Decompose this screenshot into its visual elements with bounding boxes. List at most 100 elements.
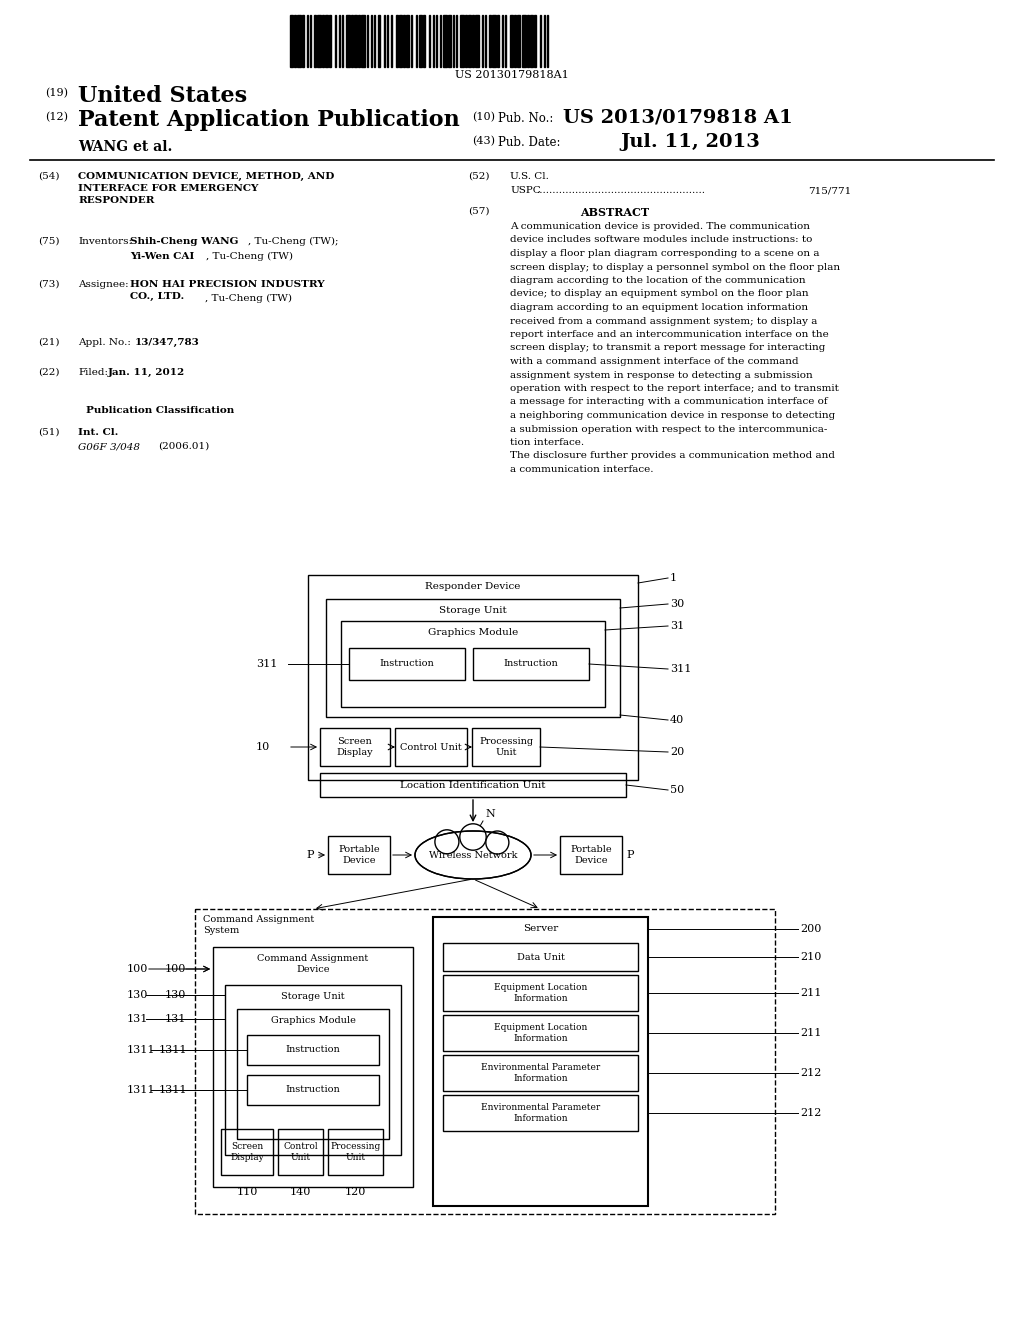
Text: Processing
Unit: Processing Unit <box>331 1142 381 1162</box>
Text: N: N <box>485 809 495 818</box>
Text: (43): (43) <box>472 136 495 147</box>
Bar <box>475 15 479 67</box>
Text: Int. Cl.: Int. Cl. <box>78 428 119 437</box>
Bar <box>328 836 390 874</box>
Text: a submission operation with respect to the intercommunica-: a submission operation with respect to t… <box>510 425 827 433</box>
Text: Storage Unit: Storage Unit <box>439 606 507 615</box>
Bar <box>361 15 365 67</box>
Bar <box>297 15 301 67</box>
Text: , Tu-Cheng (TW);: , Tu-Cheng (TW); <box>248 238 339 246</box>
Bar <box>468 15 471 67</box>
Bar <box>443 1096 638 1131</box>
Circle shape <box>435 830 459 854</box>
Text: Graphics Module: Graphics Module <box>270 1016 355 1026</box>
Text: ABSTRACT: ABSTRACT <box>581 207 649 218</box>
Text: Portable
Device: Portable Device <box>338 845 380 865</box>
Bar <box>302 15 304 67</box>
Bar <box>406 15 409 67</box>
Text: COMMUNICATION DEVICE, METHOD, AND
INTERFACE FOR EMERGENCY
RESPONDER: COMMUNICATION DEVICE, METHOD, AND INTERF… <box>78 172 335 206</box>
Bar <box>278 1129 323 1175</box>
Text: 140: 140 <box>290 1187 311 1197</box>
Text: Publication Classification: Publication Classification <box>86 407 234 414</box>
Text: Control
Unit: Control Unit <box>284 1142 317 1162</box>
Text: device includes software modules include instructions: to: device includes software modules include… <box>510 235 812 244</box>
Text: US 20130179818A1: US 20130179818A1 <box>455 70 569 81</box>
Text: US 2013/0179818 A1: US 2013/0179818 A1 <box>563 110 793 127</box>
Text: 1311: 1311 <box>127 1045 156 1055</box>
Text: G06F 3/048: G06F 3/048 <box>78 442 140 451</box>
Bar <box>510 15 513 67</box>
Text: 131: 131 <box>127 1014 148 1024</box>
Bar <box>472 729 540 766</box>
Circle shape <box>485 832 509 854</box>
Bar <box>319 729 390 766</box>
Bar <box>443 15 447 67</box>
Text: (12): (12) <box>45 112 68 123</box>
Text: 212: 212 <box>800 1107 821 1118</box>
Text: a communication interface.: a communication interface. <box>510 465 653 474</box>
Text: 212: 212 <box>800 1068 821 1078</box>
Text: Processing
Unit: Processing Unit <box>479 737 534 758</box>
Text: 100: 100 <box>165 964 186 974</box>
Text: Responder Device: Responder Device <box>425 582 520 591</box>
Bar <box>195 909 775 1214</box>
Text: (52): (52) <box>468 172 489 181</box>
Text: Portable
Device: Portable Device <box>570 845 611 865</box>
Bar <box>237 1008 389 1139</box>
Text: , Tu-Cheng (TW): , Tu-Cheng (TW) <box>205 294 292 304</box>
Text: Environmental Parameter
Information: Environmental Parameter Information <box>481 1104 600 1123</box>
Text: Patent Application Publication: Patent Application Publication <box>78 110 460 131</box>
Text: Equipment Location
Information: Equipment Location Information <box>494 983 587 1003</box>
Bar <box>346 15 350 67</box>
Text: 100: 100 <box>127 964 148 974</box>
Text: received from a command assignment system; to display a: received from a command assignment syste… <box>510 317 817 326</box>
Bar <box>329 15 331 67</box>
Text: a neighboring communication device in response to detecting: a neighboring communication device in re… <box>510 411 836 420</box>
Bar <box>433 917 648 1206</box>
Text: diagram according to the location of the communication: diagram according to the location of the… <box>510 276 806 285</box>
Bar <box>317 15 321 67</box>
Bar <box>395 729 467 766</box>
Text: 715/771: 715/771 <box>808 186 851 195</box>
Text: 311: 311 <box>256 659 278 669</box>
Bar <box>443 1055 638 1092</box>
Bar <box>396 15 398 67</box>
Text: Screen
Display: Screen Display <box>337 737 374 758</box>
Text: device; to display an equipment symbol on the floor plan: device; to display an equipment symbol o… <box>510 289 809 298</box>
Text: 1311: 1311 <box>159 1045 187 1055</box>
Bar <box>527 15 529 67</box>
Text: Wireless Network: Wireless Network <box>429 850 517 859</box>
Text: 40: 40 <box>670 715 684 725</box>
Text: Appl. No.:: Appl. No.: <box>78 338 131 347</box>
Bar <box>378 15 380 67</box>
Text: 200: 200 <box>800 924 821 935</box>
Text: 13/347,783: 13/347,783 <box>135 338 200 347</box>
Ellipse shape <box>415 832 531 879</box>
Bar <box>247 1035 379 1065</box>
Text: United States: United States <box>78 84 247 107</box>
Bar <box>225 985 401 1155</box>
Text: report interface and an intercommunication interface on the: report interface and an intercommunicati… <box>510 330 828 339</box>
Text: Jul. 11, 2013: Jul. 11, 2013 <box>620 133 760 150</box>
Text: 211: 211 <box>800 1028 821 1038</box>
Text: (54): (54) <box>38 172 59 181</box>
Bar <box>517 15 520 67</box>
Text: 30: 30 <box>670 599 684 609</box>
Text: 131: 131 <box>165 1014 186 1024</box>
Text: Storage Unit: Storage Unit <box>282 993 345 1001</box>
Bar <box>341 620 605 708</box>
Bar <box>492 15 496 67</box>
Text: (2006.01): (2006.01) <box>158 442 209 451</box>
Bar <box>449 15 451 67</box>
Text: assignment system in response to detecting a submission: assignment system in response to detecti… <box>510 371 813 380</box>
Bar <box>465 15 467 67</box>
Text: 130: 130 <box>165 990 186 1001</box>
Bar <box>514 15 516 67</box>
Text: Pub. Date:: Pub. Date: <box>498 136 560 149</box>
Text: Assignee:: Assignee: <box>78 280 129 289</box>
Bar <box>419 15 422 67</box>
Text: USPC: USPC <box>510 186 541 195</box>
Bar <box>560 836 622 874</box>
Text: 1: 1 <box>670 573 677 583</box>
Text: 120: 120 <box>345 1187 367 1197</box>
